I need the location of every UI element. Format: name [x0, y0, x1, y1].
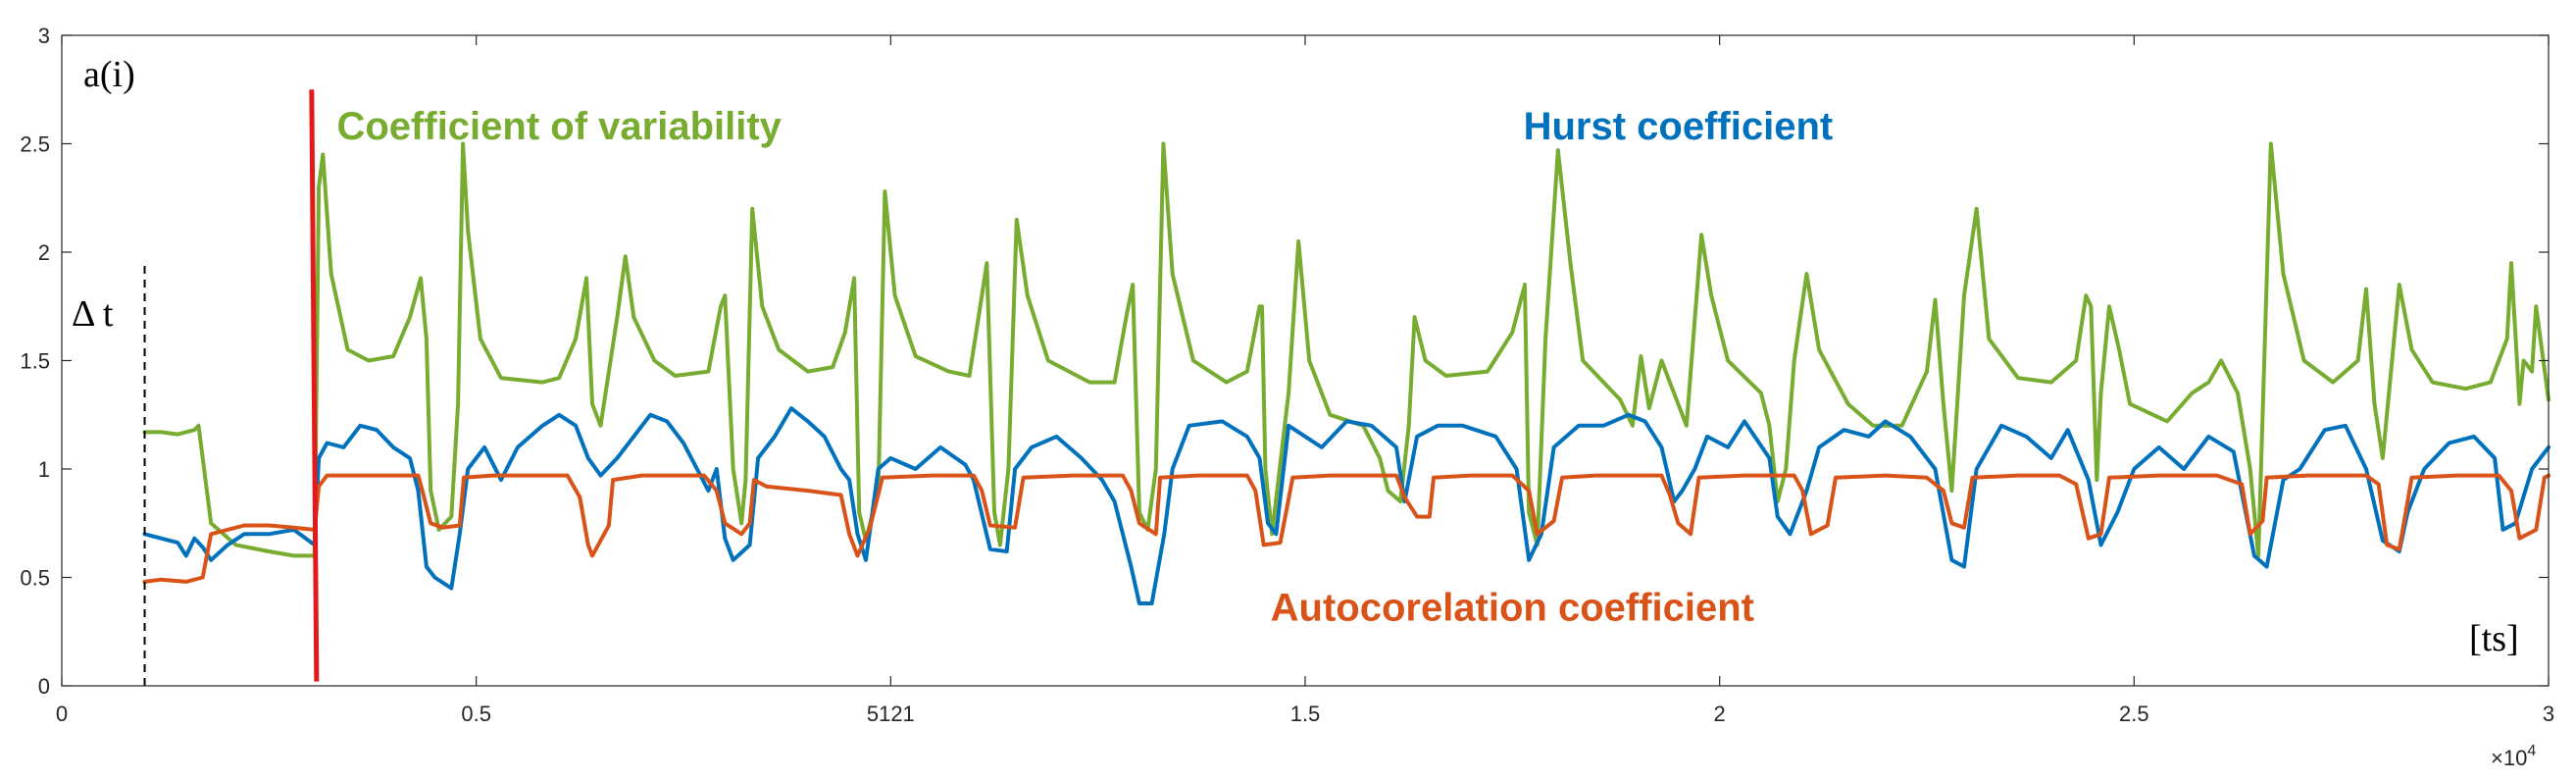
y-axis-label: a(i) [83, 54, 135, 95]
start-red-line [309, 89, 320, 682]
series-line-1 [142, 406, 2551, 605]
y-tick-label-2: 1 [38, 457, 50, 482]
x-tick-label-5: 2.5 [2119, 702, 2149, 726]
series-line-0 [142, 141, 2551, 558]
marker-layer [143, 89, 320, 686]
series-layer [142, 141, 2551, 605]
x-unit-label: [ts] [2469, 618, 2519, 659]
y-tick-label-5: 2.5 [20, 132, 50, 157]
y-tick-label-0: 0 [38, 674, 50, 699]
x-tick-label-3: 1.5 [1290, 702, 1321, 726]
x-exponent-base: ×10 [2491, 746, 2527, 770]
y-tick-label-1: 0.5 [20, 566, 50, 591]
x-tick-label-1: 0.5 [461, 702, 491, 726]
y-tick-label-3: 1.5 [20, 349, 50, 374]
y-tick-label-6: 3 [38, 24, 50, 48]
x-exponent: ×104 [2491, 743, 2536, 770]
series-line-2 [142, 473, 2551, 584]
series-label-0: Coefficient of variability [336, 105, 782, 148]
x-exponent-power: 4 [2527, 743, 2536, 759]
x-tick-label-0: 0 [56, 702, 68, 726]
x-tick-label-2: 5121 [867, 702, 915, 726]
plot-area [62, 35, 2549, 686]
series-label-2: Autocorelation coefficient [1271, 587, 1754, 630]
y-tick-label-4: 2 [38, 240, 50, 265]
series-label-1: Hurst coefficient [1524, 105, 1834, 148]
x-tick-label-4: 2 [1714, 702, 1726, 726]
tick-layer: 0 0.5 5121 1.5 2 2.5 3 0 0.5 1 1.5 2 2.5 3 [20, 24, 2554, 726]
label-layer: Coefficient of variability Hurst coeffici… [336, 105, 1833, 630]
window-label: Δ t [72, 293, 114, 335]
x-tick-label-6: 3 [2543, 702, 2554, 726]
